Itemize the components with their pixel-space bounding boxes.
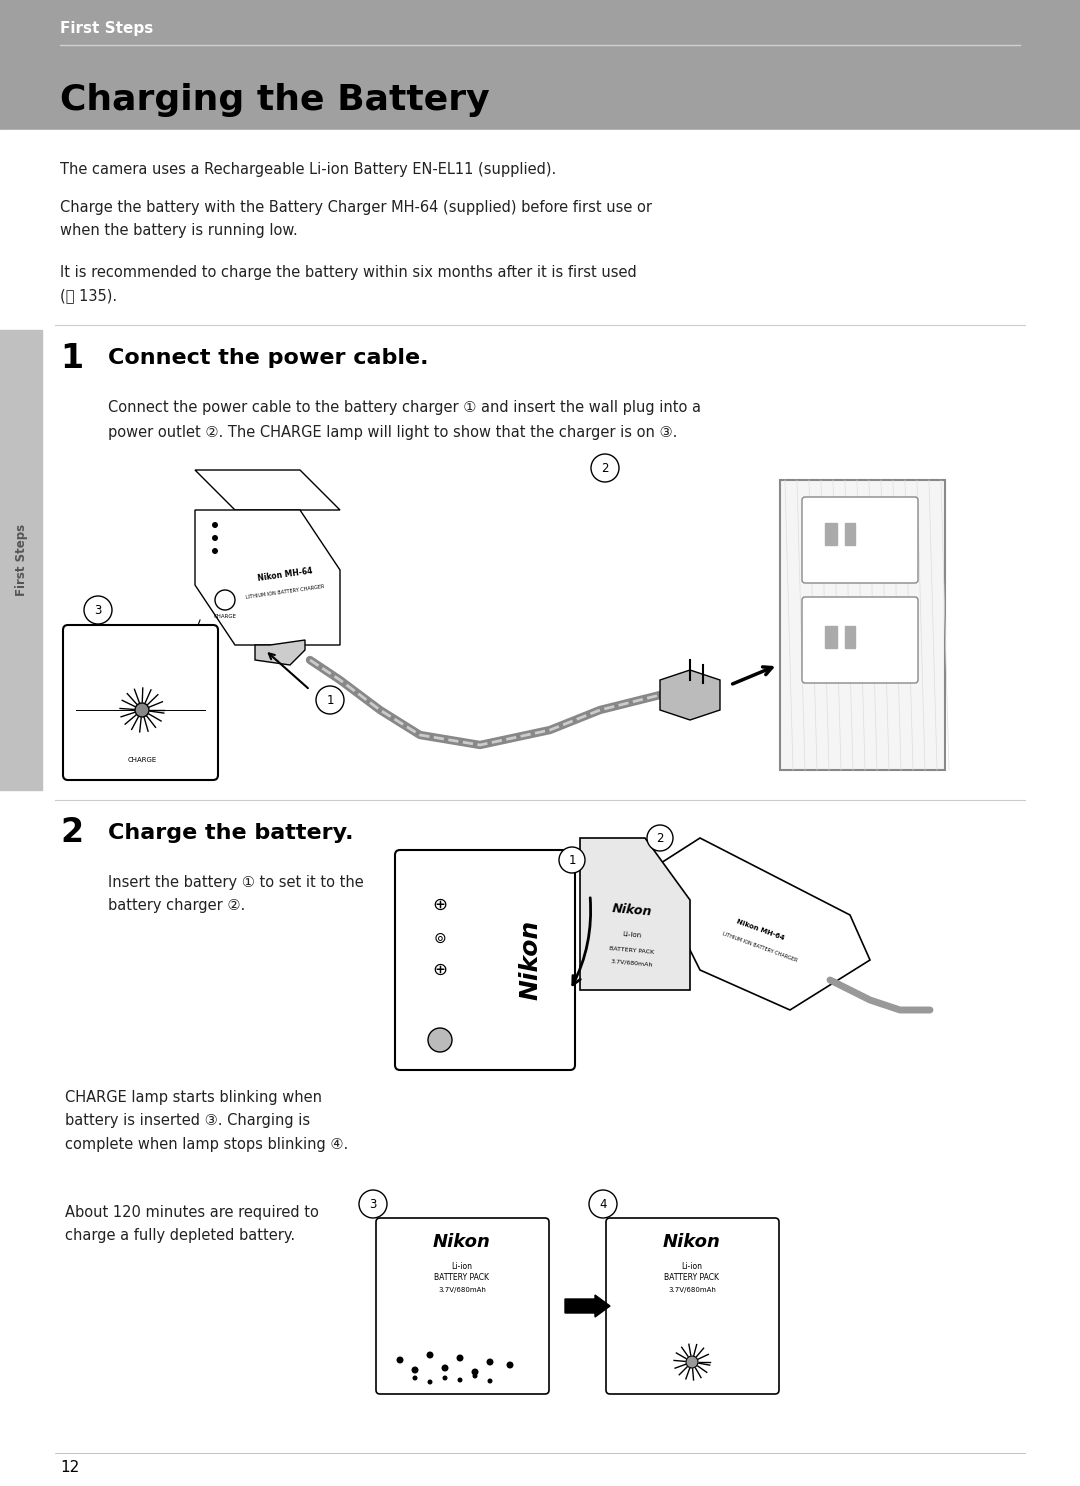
Text: Charge the battery.: Charge the battery. [108,823,353,843]
Circle shape [212,535,218,541]
Circle shape [212,522,218,528]
Circle shape [458,1378,462,1382]
Text: ⊚: ⊚ [434,930,446,945]
FancyBboxPatch shape [395,850,575,1070]
Circle shape [427,1351,433,1358]
Circle shape [647,825,673,851]
Text: Nikon: Nikon [663,1233,721,1251]
FancyBboxPatch shape [63,626,218,780]
Text: 2: 2 [60,816,83,850]
Bar [845,523,855,545]
Text: Li-ion
BATTERY PACK: Li-ion BATTERY PACK [434,1262,489,1282]
Circle shape [135,703,149,718]
Text: Nikon MH-64: Nikon MH-64 [735,918,785,942]
Circle shape [84,596,112,624]
FancyArrow shape [565,1294,610,1317]
Text: Nikon MH-64: Nikon MH-64 [257,566,313,584]
Circle shape [411,1367,419,1373]
Circle shape [472,1369,478,1376]
Text: LITHIUM ION BATTERY CHARGER: LITHIUM ION BATTERY CHARGER [245,584,325,600]
Circle shape [212,548,218,554]
Text: CHARGE: CHARGE [214,615,237,620]
Text: Li-ion
BATTERY PACK: Li-ion BATTERY PACK [664,1262,719,1282]
Text: 12: 12 [60,1461,79,1476]
Text: ⊕: ⊕ [432,896,447,914]
Bar [825,523,837,545]
Text: 3: 3 [369,1198,377,1211]
Text: LITHIUM ION BATTERY CHARGER: LITHIUM ION BATTERY CHARGER [721,932,798,963]
Text: 2: 2 [602,462,609,474]
Text: 3.7V/680mAh: 3.7V/680mAh [438,1287,486,1293]
Circle shape [316,687,345,713]
Text: 3: 3 [94,603,102,617]
Text: BATTERY PACK: BATTERY PACK [609,945,654,954]
Bar [0,330,42,791]
Circle shape [486,1358,494,1366]
Circle shape [591,455,619,481]
Text: Nikon: Nikon [611,902,652,918]
Bar [845,626,855,648]
Text: 4: 4 [599,1198,607,1211]
Circle shape [487,1379,492,1383]
Bar [0,0,1080,129]
Text: Insert the battery ① to set it to the
battery charger ②.: Insert the battery ① to set it to the ba… [108,875,364,914]
Polygon shape [195,510,340,645]
Text: First Steps: First Steps [14,525,27,596]
Circle shape [443,1376,447,1380]
FancyBboxPatch shape [376,1219,549,1394]
Polygon shape [400,854,570,1065]
Circle shape [507,1361,513,1369]
Text: CHARGE: CHARGE [127,756,157,762]
Text: Charging the Battery: Charging the Battery [60,83,489,117]
Circle shape [413,1376,418,1380]
FancyBboxPatch shape [606,1219,779,1394]
Circle shape [428,1379,432,1385]
Circle shape [442,1364,448,1372]
Text: It is recommended to charge the battery within six months after it is first used: It is recommended to charge the battery … [60,265,637,303]
Text: 2: 2 [657,832,664,844]
Polygon shape [650,838,870,1010]
Circle shape [359,1190,387,1219]
Text: 1: 1 [60,342,83,374]
Text: Charge the battery with the Battery Charger MH-64 (supplied) before first use or: Charge the battery with the Battery Char… [60,201,652,238]
Circle shape [559,847,585,872]
FancyBboxPatch shape [802,597,918,684]
Text: Nikon: Nikon [518,920,542,1000]
Text: Nikon: Nikon [433,1233,491,1251]
Text: About 120 minutes are required to
charge a fully depleted battery.: About 120 minutes are required to charge… [65,1205,319,1244]
Text: 3.7V/680mAh: 3.7V/680mAh [610,958,653,967]
Text: Li-ion: Li-ion [622,932,642,939]
Text: Connect the power cable.: Connect the power cable. [108,348,429,369]
Polygon shape [660,670,720,721]
Circle shape [686,1357,698,1369]
FancyBboxPatch shape [802,496,918,583]
Polygon shape [255,640,305,666]
Polygon shape [195,470,340,510]
Text: 3.7V/680mAh: 3.7V/680mAh [669,1287,716,1293]
Bar [825,626,837,648]
Text: Connect the power cable to the battery charger ① and insert the wall plug into a: Connect the power cable to the battery c… [108,400,701,440]
Text: 1: 1 [568,853,576,866]
Text: CHARGE lamp starts blinking when
battery is inserted ③. Charging is
complete whe: CHARGE lamp starts blinking when battery… [65,1091,348,1152]
Circle shape [589,1190,617,1219]
Polygon shape [580,838,690,990]
Text: The camera uses a Rechargeable Li-ion Battery EN-EL11 (supplied).: The camera uses a Rechargeable Li-ion Ba… [60,162,556,177]
Circle shape [428,1028,453,1052]
Circle shape [457,1355,463,1361]
Circle shape [396,1357,404,1364]
Text: 1: 1 [326,694,334,706]
Circle shape [473,1373,477,1379]
Polygon shape [780,480,945,770]
Text: First Steps: First Steps [60,21,153,36]
Text: ⊕: ⊕ [432,961,447,979]
